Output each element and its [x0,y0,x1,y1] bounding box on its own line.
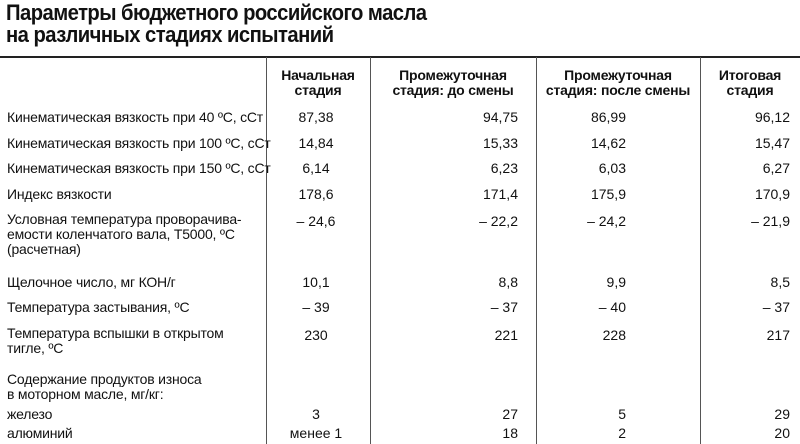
column-header-final: Итоговая стадия [718,67,782,98]
table-cell: 171,4 [482,186,518,202]
table-cell: 86,99 [590,109,626,125]
table-cell: 228 [602,327,626,343]
row-label-base-number: Щелочное число, мг КОН/г [7,274,176,290]
table-cell: 8,5 [770,274,790,290]
row-label-viscosity-index: Индекс вязкости [7,186,112,202]
row-label-viscosity-150: Кинематическая вязкость при 150 ºС, сСт [7,160,271,176]
table-cell: – 37 [762,299,790,315]
table-cell: 10,1 [302,274,330,290]
table-cell: 175,9 [590,186,626,202]
table-cell: 14,62 [590,135,626,151]
table-cell: 15,47 [754,135,790,151]
table-cell: – 24,2 [587,213,626,229]
table-cell: – 37 [490,299,518,315]
table-cell: 178,6 [298,186,334,202]
table-cell: 27 [502,406,518,422]
table-cell: – 40 [598,299,626,315]
column-header-before-change: Промежуточная стадия: до смены [392,67,514,98]
table-cell: – 24,6 [296,213,336,229]
table-cell: – 39 [302,299,330,315]
column-divider [536,57,537,444]
table-cell: 2 [618,425,626,441]
table-cell: 5 [618,406,626,422]
table-cell: 87,38 [298,109,334,125]
column-divider [700,57,701,444]
row-label-cranking-temperature: Условная температура проворачива- емости… [7,211,242,257]
title-line-2: на различных стадиях испытаний [6,22,334,47]
table-cell: 18 [502,425,518,441]
table-cell: 8,8 [498,274,518,290]
table-cell: 170,9 [754,186,790,202]
row-label-wear-products: Содержание продуктов износа в моторном м… [7,371,202,402]
table-cell: 6,23 [490,160,518,176]
table-cell: – 22,2 [479,213,518,229]
table-cell: 230 [304,327,328,343]
column-header-after-change: Промежуточная стадия: после смены [545,67,691,98]
column-header-initial: Начальная стадия [281,67,355,98]
row-label-iron: железо [7,406,53,422]
table-cell: менее 1 [289,425,343,441]
table-cell: 217 [766,327,790,343]
column-divider [370,57,371,444]
table-cell: 6,03 [598,160,626,176]
table-cell: – 21,9 [751,213,790,229]
row-label-flash-point: Температура вспышки в открытом тигле, ºС [7,325,224,356]
table-cell: 6,14 [302,160,330,176]
row-label-pour-point: Температура застывания, ºС [7,299,190,315]
table-cell: 9,9 [606,274,626,290]
table-cell: 15,33 [482,135,518,151]
table-cell: 94,75 [482,109,518,125]
row-label-viscosity-100: Кинематическая вязкость при 100 ºС, сСт [7,135,271,151]
column-divider [266,57,267,444]
table-cell: 3 [312,406,320,422]
table-cell: 29 [774,406,790,422]
table-cell: 20 [774,425,790,441]
top-rule [0,56,800,58]
table-cell: 14,84 [298,135,334,151]
row-label-viscosity-40: Кинематическая вязкость при 40 ºС, сСт [7,109,264,125]
table-cell: 6,27 [762,160,790,176]
title-line-1: Параметры бюджетного российского масла [6,0,427,25]
table-cell: 96,12 [754,109,790,125]
table-title: Параметры бюджетного российского масла н… [6,2,427,46]
row-label-aluminium: алюминий [7,425,73,441]
table-cell: 221 [494,327,518,343]
